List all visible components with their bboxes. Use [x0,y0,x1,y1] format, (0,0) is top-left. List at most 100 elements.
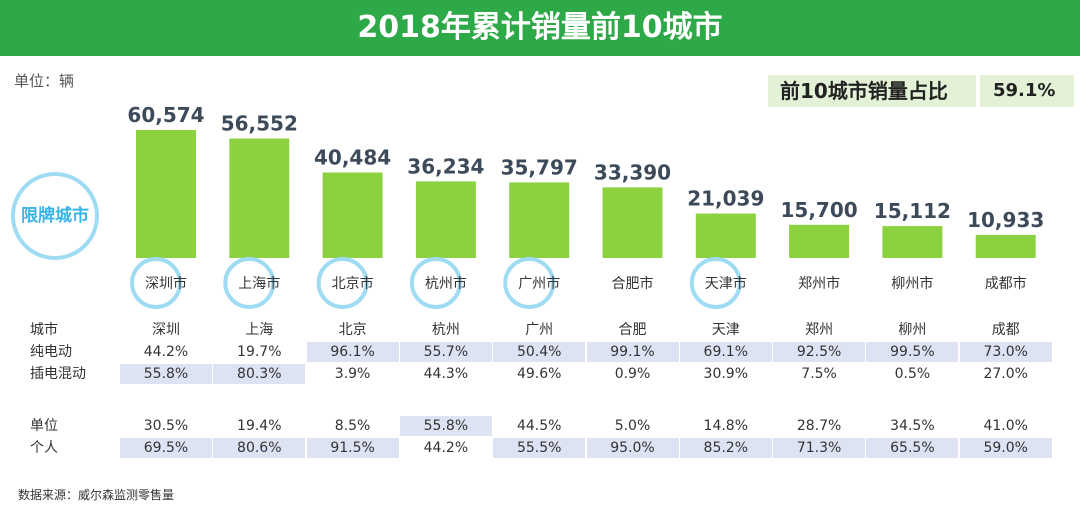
restricted-ring [409,257,462,309]
table-cell: 92.5% [773,342,866,362]
table-cell: 41.0% [983,418,1028,434]
bar-天津市 [695,213,756,258]
table-cell: 0.9% [614,366,651,382]
table-cell: 27.0% [983,366,1028,382]
share-separator [976,75,980,107]
bar-成都市 [975,234,1036,258]
bar-chart: 60,574 深圳市 56,552 上海市 40,484 北京市 36,234 杭州市 35,7… [127,103,1044,309]
bar-深圳市 [136,130,196,258]
value-label: 21,039 [687,187,764,211]
table-cell: 91.5% [306,438,399,458]
category-label: 上海市 [238,275,280,292]
table-cell: 14.8% [703,418,749,434]
table-cell: 广州 [525,322,554,338]
table-cell: 44.5% [516,418,562,434]
bar-广州市 [509,182,570,258]
category-label: 成都市 [985,275,1027,292]
bar-合肥市 [602,187,663,258]
table-cell: 55.8% [120,364,212,384]
table-cell: 55.5% [493,438,586,458]
data-source: 数据来源：威尔森监测零售量 [18,488,175,502]
share-value: 59.1% [993,80,1056,101]
table-cell: 95.0% [586,438,679,458]
chart-title: 2018年累计销量前10城市 [357,10,723,45]
bar-柳州市 [882,226,943,258]
value-label: 33,390 [594,160,671,184]
value-label: 15,700 [781,198,858,222]
table-cell: 3.9% [334,366,371,382]
table-cell: 19.4% [237,418,282,434]
table-cell: 34.5% [890,418,935,434]
table-cell: 44.3% [423,366,469,382]
row-label: 单位 [30,418,58,434]
table-cell: 59.0% [959,438,1052,458]
table-row: 纯电动 44.2% 19.7% 96.1% 55.7% 50.4% 99.1% 69.1% 92… [0,342,1080,362]
table-cell: 65.5% [866,438,959,458]
category-label: 合肥市 [612,275,654,292]
restricted-city-bubble [11,172,99,260]
table-cell: 郑州 [805,322,834,338]
value-label: 35,797 [501,155,578,179]
table-cell: 99.5% [866,342,959,362]
table-cell: 49.6% [516,366,562,382]
table-cell: 30.9% [703,366,749,382]
category-label: 郑州市 [798,275,840,292]
table-cell: 69.5% [120,438,212,458]
table-cell: 0.5% [894,366,931,382]
value-label: 56,552 [221,112,298,136]
restricted-ring [689,257,742,309]
value-label: 40,484 [314,146,391,170]
table-cell: 71.3% [773,438,866,458]
row-label: 纯电动 [30,344,72,360]
row-label: 插电混动 [30,366,86,382]
table-cell: 杭州 [431,322,460,338]
table-cell: 73.0% [959,342,1052,362]
bar-上海市 [229,138,290,258]
restricted-ring [130,257,182,309]
table-cell: 柳州 [898,322,927,338]
table-cell: 55.8% [399,416,492,436]
share-label: 前10城市销量占比 [780,79,948,103]
row-label: 个人 [30,440,58,456]
bar-北京市 [322,172,383,258]
table-cell: 8.5% [334,418,371,434]
table-cell: 44.2% [143,344,189,360]
value-label: 15,112 [874,199,951,223]
table-cell: 7.5% [801,366,837,382]
row-label: 城市 [30,322,58,338]
table-cell: 44.2% [423,440,469,456]
restricted-city-label: 限牌城市 [21,206,89,226]
table-cell: 69.1% [679,342,772,362]
category-label: 天津市 [705,275,747,292]
table-cell: 50.4% [493,342,586,362]
unit-label: 单位：辆 [14,72,75,90]
table-row: 单位 30.5% 19.4% 8.5% 55.8% 44.5% 5.0% 14.8% 28.7%… [0,416,1080,436]
table-cell: 99.1% [586,342,679,362]
table-cell: 合肥 [618,322,647,338]
table-cell: 85.2% [679,438,772,458]
bar-郑州市 [789,224,850,258]
restricted-ring [316,257,369,309]
table-cell: 天津 [711,322,740,338]
share-box [768,75,1074,107]
table-cell: 深圳 [152,322,180,338]
restricted-ring [223,257,276,309]
table-cell: 19.7% [237,344,282,360]
category-label: 柳州市 [891,275,933,292]
table-cell: 80.6% [213,438,306,458]
value-label: 60,574 [127,103,204,127]
table-cell: 5.0% [614,418,651,434]
table-row: 个人 69.5% 80.6% 91.5% 44.2% 55.5% 95.0% 85.2% 71.… [0,438,1080,458]
table-cell: 80.3% [213,364,306,384]
table-header-row: 城市 深圳 上海 北京 杭州 广州 合肥 天津 郑州 柳州 成都 [0,320,1080,340]
category-label: 北京市 [332,275,374,292]
value-label: 36,234 [407,154,484,178]
table-cell: 55.7% [399,342,492,362]
category-label: 广州市 [518,275,560,292]
table-cell: 上海 [245,322,274,338]
table-cell: 30.5% [143,418,189,434]
value-label: 10,933 [967,208,1044,232]
category-label: 杭州市 [425,275,467,292]
table-cell: 北京 [338,322,367,338]
category-label: 深圳市 [145,275,187,292]
